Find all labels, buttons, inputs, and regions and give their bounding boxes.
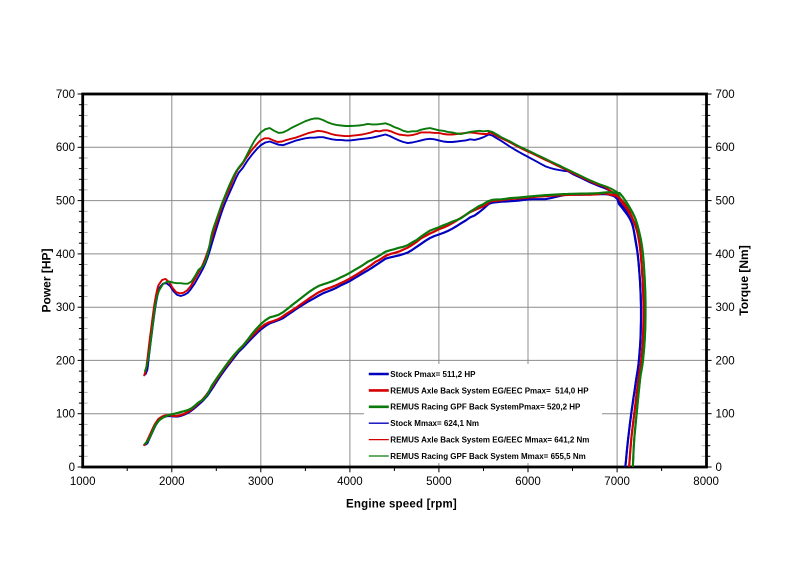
svg-text:Stock Mmax= 624,1 Nm: Stock Mmax= 624,1 Nm [390, 419, 479, 428]
svg-text:REMUS Axle Back System EG/EEC: REMUS Axle Back System EG/EEC Pmax= 514,… [390, 386, 589, 395]
svg-text:0: 0 [69, 462, 75, 474]
svg-text:200: 200 [716, 355, 735, 367]
svg-text:Engine speed [rpm]: Engine speed [rpm] [346, 499, 457, 511]
svg-text:Power [HP]: Power [HP] [40, 248, 54, 312]
svg-text:Torque [Nm]: Torque [Nm] [737, 245, 751, 315]
svg-text:600: 600 [716, 142, 735, 154]
svg-text:6000: 6000 [515, 476, 541, 488]
svg-text:500: 500 [716, 196, 735, 208]
svg-text:2000: 2000 [159, 476, 185, 488]
svg-text:4000: 4000 [337, 476, 363, 488]
svg-text:8000: 8000 [693, 476, 719, 488]
svg-text:300: 300 [56, 302, 75, 314]
svg-text:1000: 1000 [70, 476, 96, 488]
svg-text:600: 600 [56, 142, 75, 154]
svg-text:7000: 7000 [604, 476, 630, 488]
svg-text:200: 200 [56, 355, 75, 367]
svg-text:500: 500 [56, 196, 75, 208]
svg-text:3000: 3000 [248, 476, 274, 488]
svg-text:300: 300 [716, 302, 735, 314]
svg-text:700: 700 [716, 89, 735, 101]
svg-text:0: 0 [716, 462, 722, 474]
svg-text:REMUS Racing GPF Back SystemPm: REMUS Racing GPF Back SystemPmax= 520,2 … [390, 403, 581, 412]
svg-text:100: 100 [56, 409, 75, 421]
svg-text:REMUS Racing GPF Back System M: REMUS Racing GPF Back System Mmax= 655,5… [390, 452, 585, 461]
svg-text:100: 100 [716, 409, 735, 421]
svg-text:Stock Pmax= 511,2 HP: Stock Pmax= 511,2 HP [390, 370, 476, 379]
svg-text:5000: 5000 [426, 476, 452, 488]
svg-text:700: 700 [56, 89, 75, 101]
svg-text:REMUS Axle Back System EG/EEC: REMUS Axle Back System EG/EEC Mmax= 641,… [390, 436, 589, 445]
svg-text:400: 400 [56, 249, 75, 261]
svg-text:400: 400 [716, 249, 735, 261]
